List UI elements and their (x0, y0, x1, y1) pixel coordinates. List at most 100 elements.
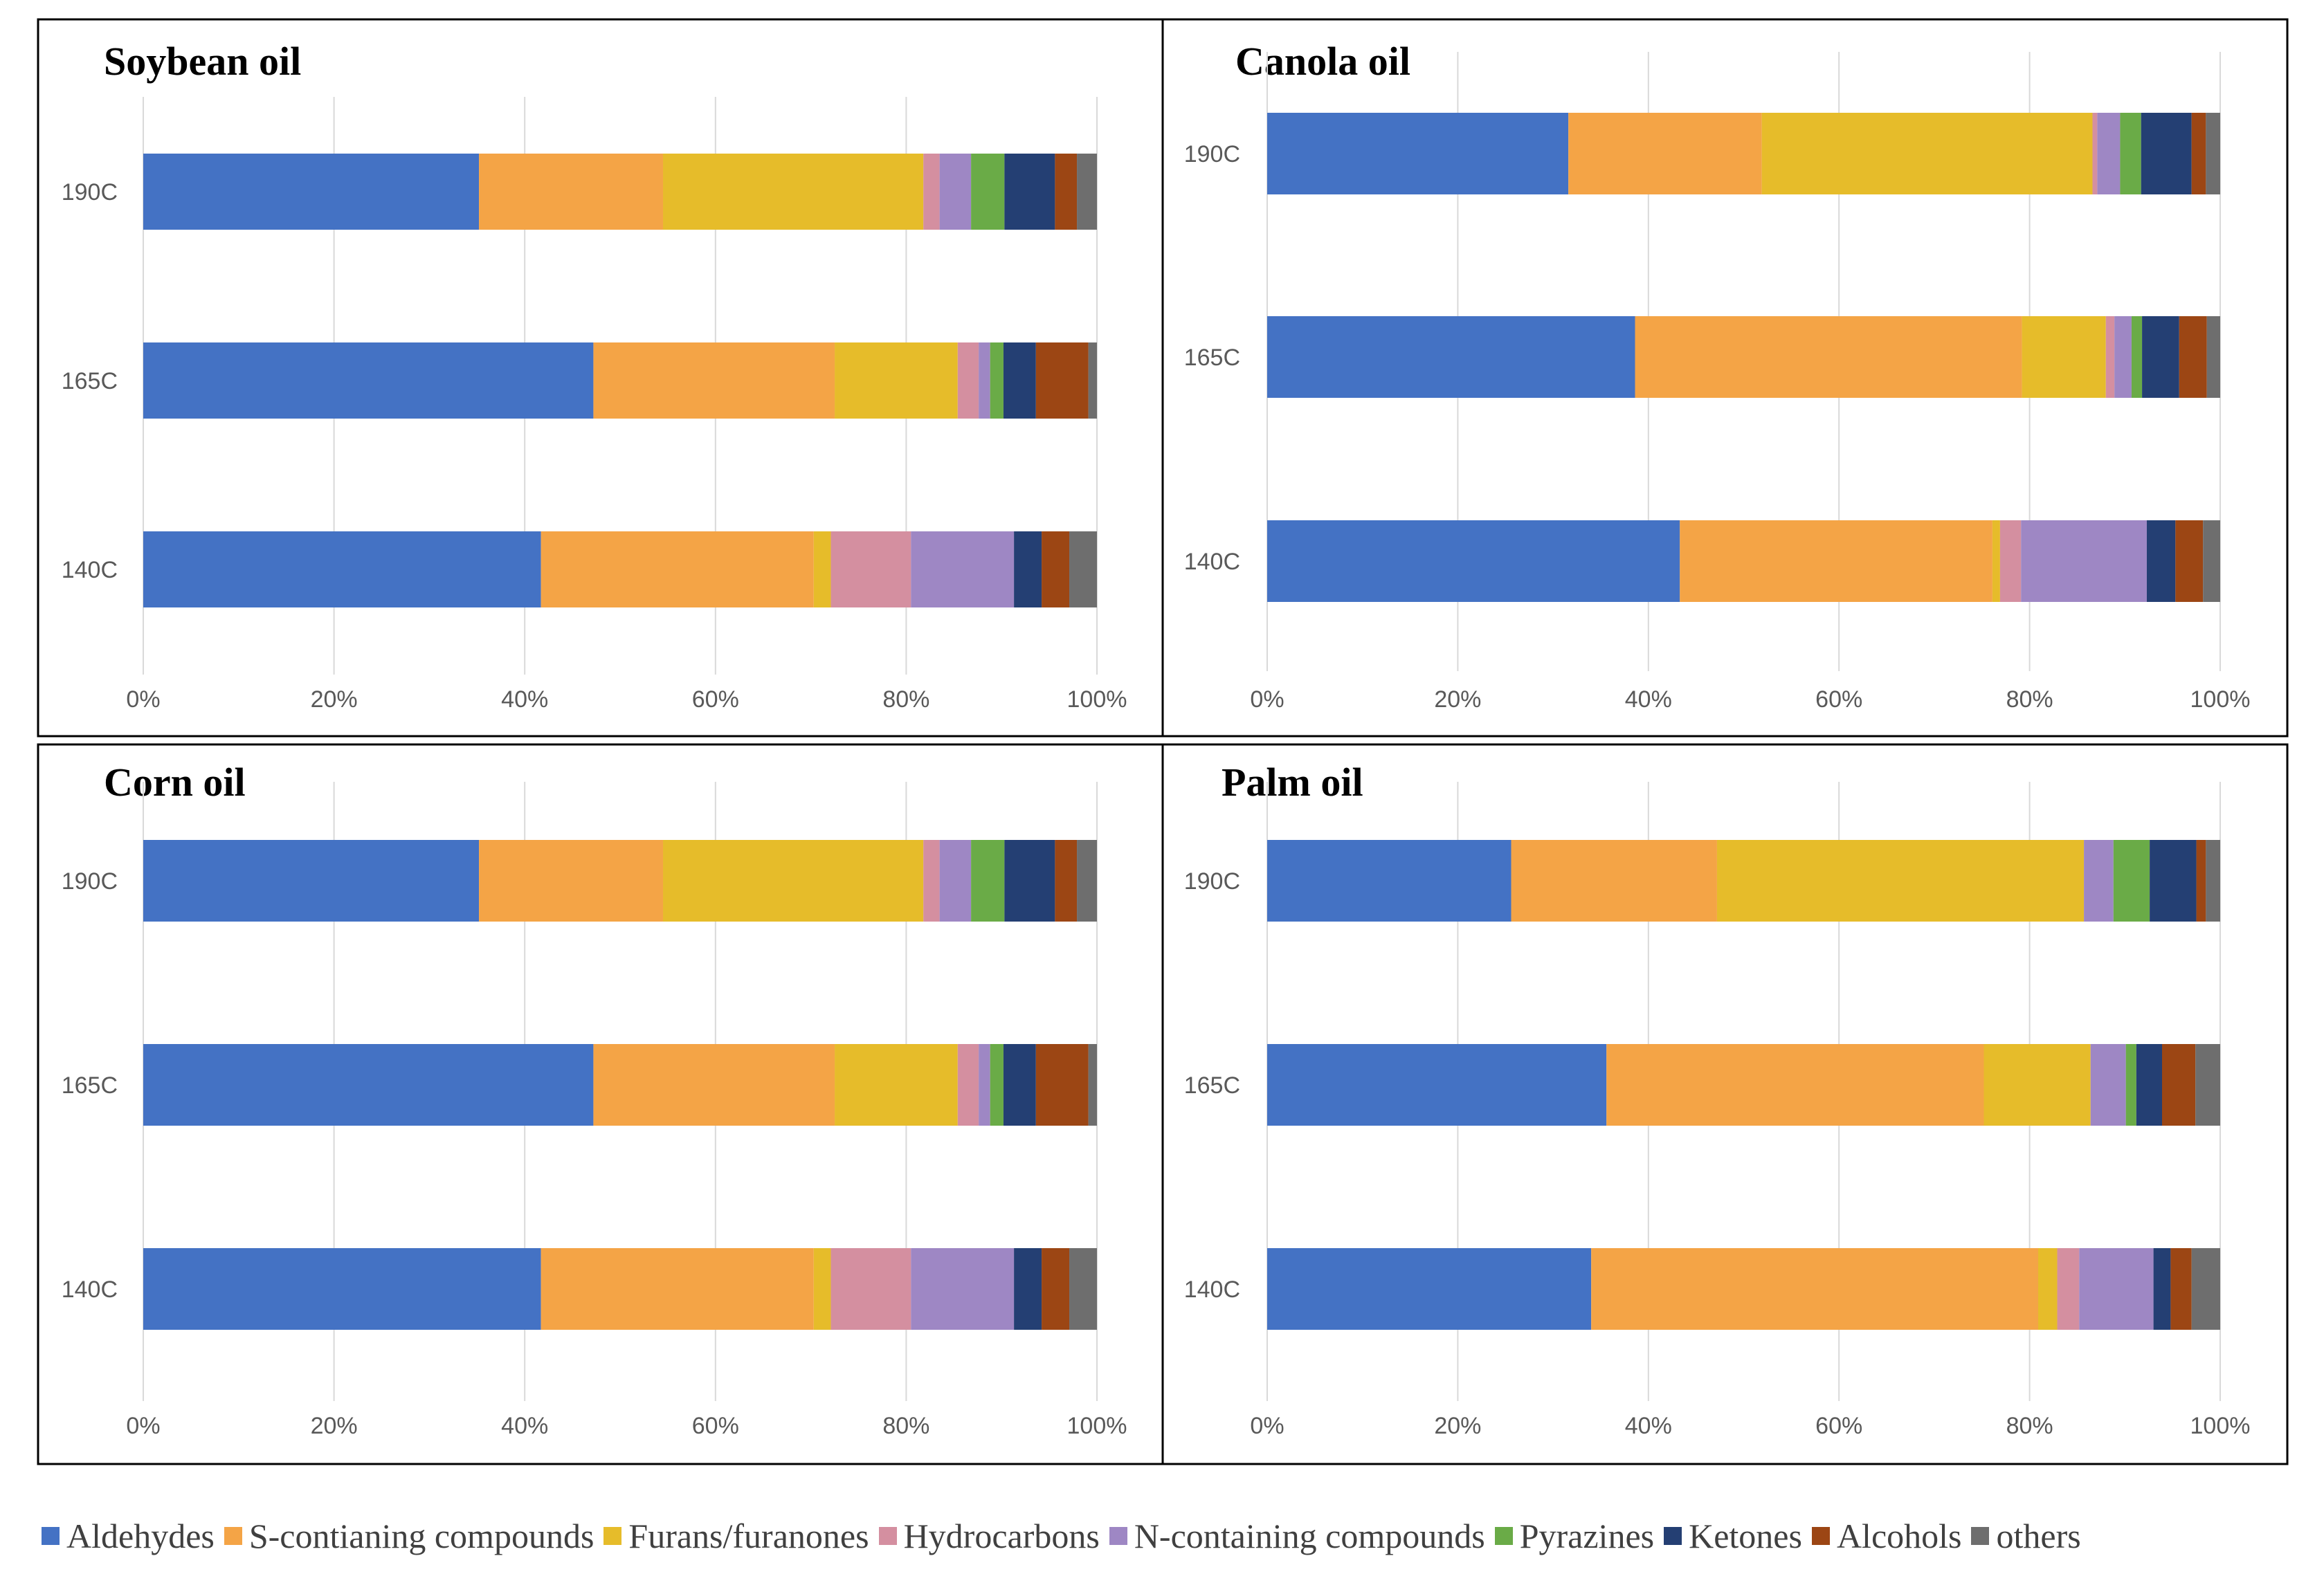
x-tick-label: 0% (1250, 1413, 1284, 1439)
legend-label: Hydrocarbons (903, 1517, 1100, 1555)
legend-label: others (1996, 1517, 2081, 1555)
category-label: 190C (1184, 141, 1240, 167)
x-tick-label: 20% (1434, 1413, 1481, 1439)
bar-segment-hydrocarbons (2092, 113, 2098, 194)
bar-segment-n-containing-compounds (2097, 113, 2121, 194)
bar-segment-pyrazines (990, 342, 1004, 419)
bar-segment-alcohols (2179, 316, 2207, 398)
category-label: 140C (1184, 549, 1240, 575)
legend-item-furans: Furans/furanones (603, 1516, 869, 1556)
bar-segment-hydrocarbons (830, 1248, 911, 1330)
legend-item-aldehydes: Aldehydes (42, 1516, 215, 1556)
legend-label: Pyrazines (1519, 1517, 1655, 1555)
bar-segment-pyrazines (2113, 840, 2150, 922)
legend: Aldehydes S-contianing compounds Furans/… (42, 1512, 2298, 1560)
bar-segment-aldehydes (143, 531, 541, 607)
bar-segment-aldehydes (1267, 1044, 1607, 1126)
bar-segment-ketones (1004, 154, 1055, 230)
bar-segment-furans-furanones (1761, 113, 2093, 194)
x-tick-label: 80% (882, 1413, 929, 1439)
category-label: 190C (1184, 868, 1240, 895)
bar-segment-n-containing-compounds (911, 531, 1015, 607)
bar-segment-others (1077, 840, 1097, 922)
bar-segment-alcohols (1055, 840, 1078, 922)
bar-segment-pyrazines (971, 840, 1005, 922)
x-tick-label: 80% (882, 686, 929, 713)
bar-segment-others (2203, 520, 2220, 602)
bar-segment-others (2206, 113, 2220, 194)
bar-segment-furans-furanones (1992, 520, 2000, 602)
bar-segment-pyrazines (2120, 113, 2141, 194)
bar-segment-ketones (1003, 342, 1036, 419)
bar-segment-hydrocarbons (957, 342, 979, 419)
bar-segment-hydrocarbons (957, 1044, 979, 1126)
panel-frame-palm (1161, 743, 2289, 1465)
legend-item-alcohols: Alcohols (1811, 1516, 1962, 1556)
bar-segment-hydrocarbons (1999, 520, 2022, 602)
bar-segment-others (1069, 1248, 1097, 1330)
category-label: 165C (62, 368, 118, 394)
bar-segment-hydrocarbons (923, 154, 940, 230)
bar-segment-aldehydes (1267, 1248, 1592, 1330)
bar-segment-ketones (2146, 520, 2176, 602)
x-tick-label: 80% (2006, 1413, 2053, 1439)
x-tick-label: 60% (692, 1413, 739, 1439)
x-tick-label: 60% (1815, 686, 1862, 713)
x-tick-label: 40% (1625, 1413, 1672, 1439)
bar-segment-aldehydes (143, 154, 480, 230)
bar-segment-hydrocarbons (2105, 316, 2115, 398)
bar-segment-ketones (2141, 113, 2192, 194)
bar-segment-ketones (2142, 316, 2179, 398)
legend-item-others: others (1971, 1516, 2081, 1556)
bar-segment-furans-furanones (663, 154, 924, 230)
bar-segment-s-contianing-compounds (479, 840, 664, 922)
bar-segment-ketones (1014, 1248, 1042, 1330)
bar-segment-s-contianing-compounds (541, 531, 814, 607)
bar-segment-s-contianing-compounds (593, 1044, 835, 1126)
bar-segment-others (2206, 840, 2220, 922)
bar-segment-s-contianing-compounds (479, 154, 664, 230)
bar-segment-aldehydes (1267, 840, 1511, 922)
bar-segment-aldehydes (1267, 520, 1680, 602)
plots: 0% 20% 40% 60% 80% 100% 190C 165C 140C 0% 20% 40% 60… (62, 52, 2251, 1439)
x-tick-label: 0% (126, 1413, 160, 1439)
bar-segment-aldehydes (1267, 113, 1569, 194)
legend-item-n-containing: N-containing compounds (1109, 1516, 1485, 1556)
legend-swatch (878, 1527, 897, 1545)
bar-segment-s-contianing-compounds (1606, 1044, 1984, 1126)
legend-label: Alcohols (1836, 1517, 1962, 1555)
bar-segment-alcohols (2191, 113, 2206, 194)
legend-swatch (42, 1527, 60, 1545)
panel-title-palm: Palm oil (1222, 760, 1363, 805)
legend-swatch (1971, 1527, 1990, 1545)
plot-2: 0% 20% 40% 60% 80% 100% 190C 165C 140C (62, 782, 1127, 1439)
category-label: 190C (62, 868, 118, 895)
panel-title-canola: Canola oil (1235, 39, 1410, 84)
x-tick-label: 100% (2190, 1413, 2251, 1439)
bar-segment-alcohols (2196, 840, 2206, 922)
bar-segment-furans-furanones (813, 531, 831, 607)
category-label: 165C (62, 1072, 118, 1099)
category-label: 165C (1184, 345, 1240, 371)
bar-segment-n-containing-compounds (939, 840, 972, 922)
bar-segment-aldehydes (143, 342, 594, 419)
bar-segment-s-contianing-compounds (1568, 113, 1762, 194)
bar-segment-others (2191, 1248, 2220, 1330)
bar-segment-n-containing-compounds (2084, 840, 2114, 922)
bar-segment-others (1069, 531, 1097, 607)
legend-label: Aldehydes (66, 1517, 215, 1555)
bar-segment-n-containing-compounds (2114, 316, 2132, 398)
bar-segment-others (1088, 342, 1097, 419)
bar-segment-ketones (2150, 840, 2197, 922)
x-tick-label: 0% (1250, 686, 1284, 713)
bar-segment-s-contianing-compounds (1635, 316, 2022, 398)
x-tick-label: 0% (126, 686, 160, 713)
bar-segment-pyrazines (2125, 1044, 2136, 1126)
legend-item-s-containing: S-contianing compounds (224, 1516, 594, 1556)
category-label: 165C (1184, 1072, 1240, 1099)
category-label: 190C (62, 179, 118, 205)
panel-title-corn: Corn oil (104, 760, 246, 805)
x-tick-label: 100% (1067, 1413, 1127, 1439)
bar-segment-ketones (2153, 1248, 2171, 1330)
bar-segment-alcohols (1035, 1044, 1089, 1126)
